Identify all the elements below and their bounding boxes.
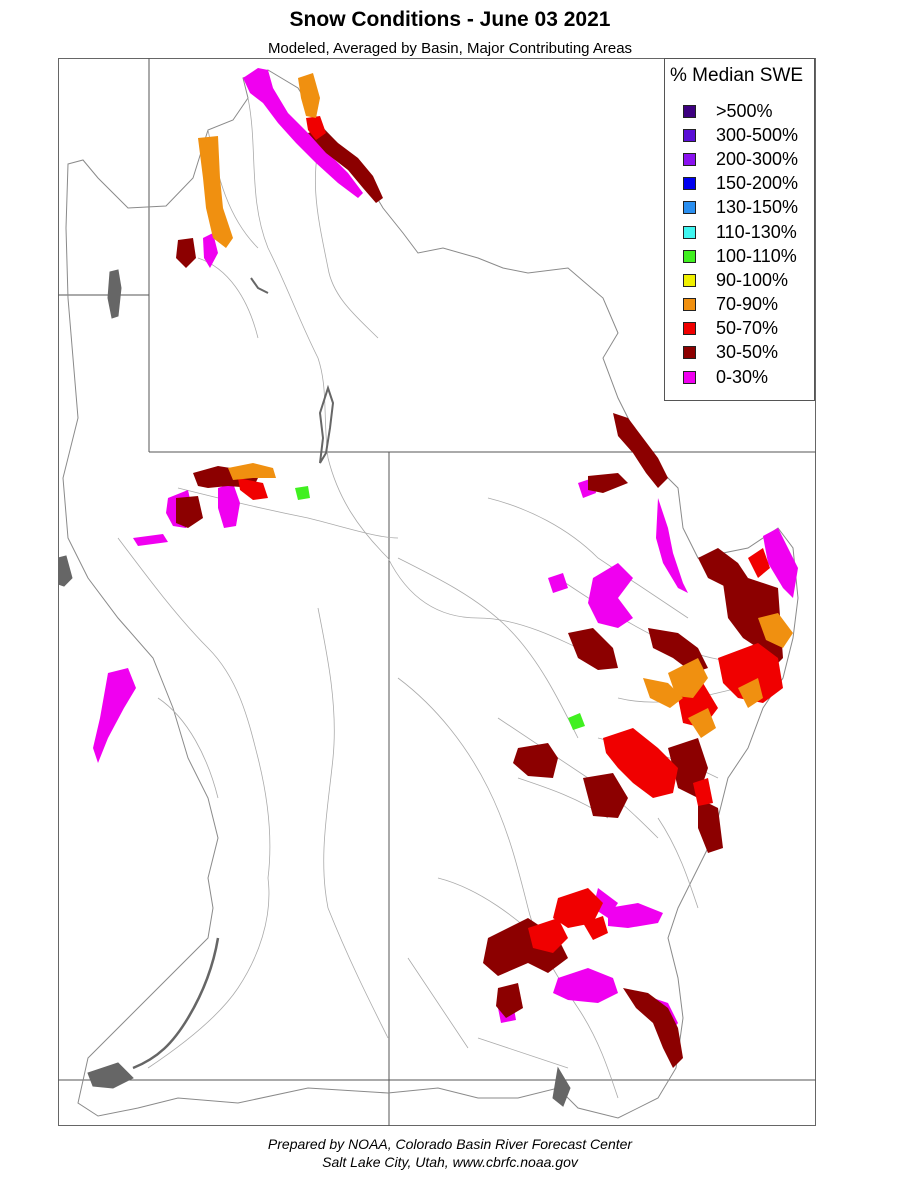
legend-label: 30-50%	[716, 342, 779, 363]
footer-credit: Prepared by NOAA, Colorado Basin River F…	[267, 1136, 633, 1152]
legend-label: 150-200%	[716, 173, 799, 194]
legend-label: 200-300%	[716, 148, 799, 169]
legend-items: >500% 300-500% 200-300% 150-200% 130-150…	[683, 99, 798, 389]
legend-swatch	[683, 152, 696, 166]
legend-swatch	[683, 104, 696, 118]
legend-item: 90-100%	[683, 268, 798, 292]
legend-item: 70-90%	[683, 293, 798, 317]
legend-label: 0-30%	[716, 366, 769, 387]
legend-swatch	[683, 225, 696, 239]
legend-swatch	[683, 177, 696, 191]
map-title: Snow Conditions - June 03 2021	[289, 8, 611, 31]
legend-item: 300-500%	[683, 123, 798, 147]
reservoirs	[58, 269, 571, 1107]
legend-item: 110-130%	[683, 220, 798, 244]
legend-swatch	[683, 298, 696, 312]
legend-swatch	[683, 346, 696, 360]
snow-100-110	[295, 486, 585, 730]
legend-label: 90-100%	[716, 269, 789, 290]
legend-swatch	[683, 370, 696, 384]
legend-swatch	[683, 273, 696, 287]
legend-swatch	[683, 128, 696, 142]
legend-item: 30-50%	[683, 341, 798, 365]
legend-item: 0-30%	[683, 365, 798, 389]
legend-label: 70-90%	[716, 294, 779, 315]
legend-item: 130-150%	[683, 196, 798, 220]
map-legend: % Median SWE >500% 300-500% 200-300% 150…	[664, 58, 815, 401]
map-subtitle: Modeled, Averaged by Basin, Major Contri…	[267, 40, 633, 57]
basin-outline	[62, 69, 799, 1119]
snow-50-70	[238, 116, 783, 953]
legend-swatch	[683, 322, 696, 336]
legend-swatch	[683, 201, 696, 215]
snow-70-90	[198, 73, 793, 738]
legend-label: 50-70%	[716, 318, 779, 339]
legend-label: 110-130%	[716, 221, 797, 242]
legend-label: 300-500%	[716, 124, 799, 145]
legend-swatch	[683, 249, 696, 263]
legend-label: 100-110%	[716, 245, 797, 266]
state-boundaries	[58, 58, 816, 1126]
legend-label: 130-150%	[716, 197, 799, 218]
legend-title: % Median SWE	[670, 65, 804, 86]
legend-item: 150-200%	[683, 172, 798, 196]
legend-label: >500%	[716, 100, 773, 121]
footer-location: Salt Lake City, Utah, www.cbrfc.noaa.gov	[322, 1154, 578, 1170]
legend-item: 50-70%	[683, 317, 798, 341]
legend-item: 200-300%	[683, 147, 798, 171]
legend-item: >500%	[683, 99, 798, 123]
legend-item: 100-110%	[683, 244, 798, 268]
